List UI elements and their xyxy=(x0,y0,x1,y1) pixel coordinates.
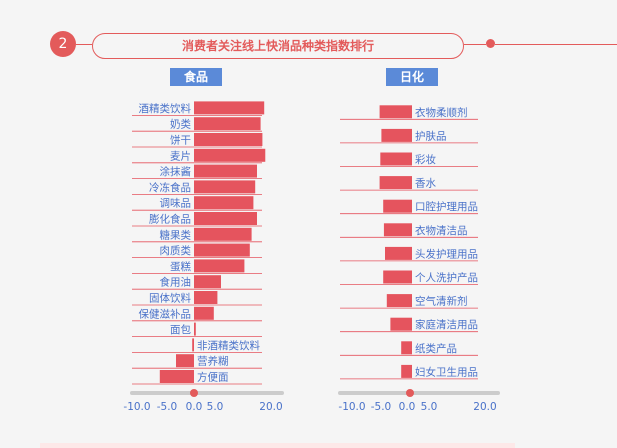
x-tick-1-3: 5.0 xyxy=(421,401,438,413)
bar-0-12 xyxy=(194,291,218,304)
category-label-1-4: 口腔护理用品 xyxy=(415,200,478,213)
category-label-0-13: 保健滋补品 xyxy=(139,307,192,320)
category-label-0-16: 营养糊 xyxy=(197,355,229,368)
category-label-1-9: 家庭清洁用品 xyxy=(415,318,478,331)
bar-0-16 xyxy=(176,354,194,368)
bar-0-1 xyxy=(194,117,261,131)
bar-0-17 xyxy=(159,370,194,383)
category-label-0-0: 酒精类饮料 xyxy=(139,102,192,115)
category-label-0-4: 涂抹酱 xyxy=(160,165,192,178)
bar-1-9 xyxy=(390,317,412,331)
category-label-0-17: 方便面 xyxy=(197,371,229,384)
category-label-0-2: 饼干 xyxy=(170,134,191,147)
x-tick-1-2: 0.0 xyxy=(399,401,416,413)
bar-1-4 xyxy=(383,199,412,213)
slider-knob-0 xyxy=(190,389,198,397)
category-label-0-3: 麦片 xyxy=(170,149,191,162)
bar-1-8 xyxy=(386,294,412,308)
category-label-1-5: 衣物清洁品 xyxy=(415,224,468,237)
header-line-mid xyxy=(464,44,486,45)
bar-0-0 xyxy=(194,101,265,115)
category-label-0-15: 非酒精类饮料 xyxy=(197,339,260,352)
header-dot xyxy=(486,39,495,48)
title-pill xyxy=(92,33,464,59)
category-label-1-7: 个人洗护产品 xyxy=(415,271,478,284)
category-label-0-14: 面包 xyxy=(170,323,191,336)
bar-0-5 xyxy=(194,180,256,194)
section-number-badge: 2 xyxy=(50,31,76,57)
x-tick-0-3: 5.0 xyxy=(207,401,224,413)
category-label-0-5: 冷冻食品 xyxy=(149,181,191,194)
category-label-1-6: 头发护理用品 xyxy=(415,247,478,260)
x-tick-1-4: 20.0 xyxy=(473,401,496,413)
bar-0-14 xyxy=(194,322,196,336)
food-panel-title: 食品 xyxy=(170,68,222,86)
header-line-right xyxy=(495,44,617,45)
bar-1-2 xyxy=(380,152,412,166)
x-tick-0-0: -10.0 xyxy=(123,401,150,413)
category-label-1-1: 护肤品 xyxy=(415,129,447,142)
bar-0-9 xyxy=(194,243,250,257)
bar-0-10 xyxy=(194,259,245,273)
household-panel-title: 日化 xyxy=(386,68,438,86)
bar-1-1 xyxy=(381,128,412,142)
header-line-left xyxy=(76,44,92,45)
bar-1-5 xyxy=(383,223,412,237)
category-label-1-2: 彩妆 xyxy=(415,153,436,166)
bar-0-6 xyxy=(194,196,254,210)
category-label-0-9: 肉质类 xyxy=(160,244,192,257)
category-label-0-11: 食用油 xyxy=(160,276,192,289)
category-label-0-10: 蛋糕 xyxy=(170,260,191,273)
category-label-0-1: 奶类 xyxy=(170,118,191,131)
footer-strip xyxy=(40,443,515,448)
category-label-1-10: 纸类产品 xyxy=(415,342,457,355)
bar-1-0 xyxy=(379,105,412,119)
bar-0-7 xyxy=(194,212,257,225)
category-label-0-8: 糖果类 xyxy=(160,228,192,241)
category-label-1-0: 衣物柔顺剂 xyxy=(415,106,468,119)
bar-0-3 xyxy=(194,148,266,162)
bar-1-10 xyxy=(401,341,412,355)
x-tick-0-4: 20.0 xyxy=(259,401,282,413)
bar-0-4 xyxy=(194,164,257,178)
category-label-0-12: 固体饮料 xyxy=(149,292,191,305)
bar-0-13 xyxy=(194,306,214,320)
bar-0-2 xyxy=(194,133,263,146)
bar-1-11 xyxy=(401,364,412,378)
x-tick-0-2: 0.0 xyxy=(186,401,203,413)
bar-0-11 xyxy=(194,275,221,289)
x-tick-1-0: -10.0 xyxy=(338,401,365,413)
x-tick-0-1: -5.0 xyxy=(157,401,178,413)
slider-knob-1 xyxy=(406,389,414,397)
category-label-0-6: 调味品 xyxy=(160,198,192,210)
bar-1-7 xyxy=(383,270,412,284)
bar-1-3 xyxy=(379,176,412,190)
bar-1-6 xyxy=(385,246,412,260)
category-label-1-8: 空气清新剂 xyxy=(415,295,468,308)
page-title: 消费者关注线上快消品种类指数排行 xyxy=(181,39,374,53)
x-tick-1-1: -5.0 xyxy=(371,401,392,413)
category-label-1-11: 妇女卫生用品 xyxy=(415,365,478,378)
category-label-0-7: 膨化食品 xyxy=(149,213,191,226)
bar-0-15 xyxy=(192,338,194,352)
category-label-1-3: 香水 xyxy=(415,178,436,190)
bar-0-8 xyxy=(194,227,252,241)
